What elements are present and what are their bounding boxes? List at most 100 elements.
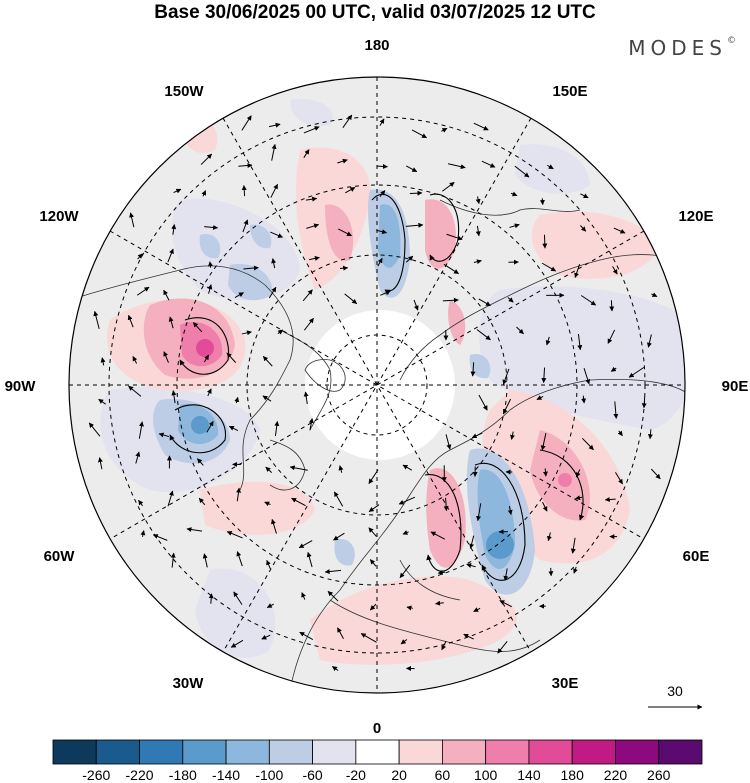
colorbar-tick-label: 20 (391, 767, 407, 783)
wind-vector (170, 552, 176, 568)
anomaly-core-neg (486, 531, 514, 559)
wind-vector (226, 531, 243, 539)
wind-vector (475, 225, 481, 237)
anomaly-area-neg (199, 234, 221, 259)
wind-vector (368, 504, 380, 513)
wind-vector (646, 334, 652, 348)
wind-vector (268, 286, 277, 299)
wind-vector (379, 118, 385, 126)
wind-vector (208, 593, 214, 604)
wind-vector (197, 458, 204, 466)
wind-vector (610, 366, 617, 372)
wind-vector (338, 228, 352, 237)
wind-vector (478, 298, 491, 307)
colorbar-tick-label: -180 (169, 767, 197, 783)
wind-vector (305, 196, 318, 202)
wind-vector (271, 518, 277, 534)
wind-vector (277, 329, 284, 335)
wind-vector (266, 603, 274, 609)
colorbar-swatch (139, 739, 184, 765)
wind-vector (306, 223, 320, 229)
wind-vector (368, 469, 379, 484)
wind-vector (299, 631, 314, 640)
wind-vector (262, 395, 272, 402)
meridian (109, 230, 645, 540)
wind-vector (376, 163, 388, 169)
wind-vector (469, 535, 475, 549)
wind-vector (612, 266, 618, 275)
wind-vector (510, 191, 518, 197)
wind-vector (291, 497, 306, 507)
anomaly-area-pos (325, 204, 354, 261)
coastlines (69, 199, 685, 691)
wind-vector (541, 262, 557, 272)
anomaly-area-neg (334, 539, 355, 566)
wind-vector (542, 501, 548, 512)
wind-vector (241, 115, 252, 131)
wind-vector (628, 366, 645, 378)
wind-vector (338, 465, 344, 473)
colorbar-tick-label: 220 (604, 767, 628, 783)
wind-vector (473, 259, 482, 265)
wind-vector (541, 367, 547, 384)
wind-vector (510, 431, 515, 440)
wind-vector (441, 640, 447, 651)
brand-logo: MODES© (628, 36, 736, 60)
wind-vector (399, 564, 411, 579)
colorbar-swatch (658, 739, 703, 765)
lon-label-90w: 90W (5, 378, 37, 395)
coastline (304, 359, 346, 392)
wind-vector (577, 333, 583, 351)
anomaly-core-neg (191, 416, 209, 434)
wind-vectors (88, 114, 661, 672)
map-disk (69, 77, 685, 693)
wind-vector (98, 398, 106, 405)
wind-vector (613, 401, 619, 419)
colorbar-swatch (355, 739, 400, 765)
wind-vector (192, 322, 203, 333)
colorbar-swatch (268, 739, 314, 765)
wind-vector (547, 164, 554, 170)
colorbar-swatch (571, 739, 616, 765)
wind-vector (398, 496, 416, 505)
wind-vector (234, 292, 244, 298)
anomaly-area-neg (378, 204, 401, 268)
wind-vector (306, 551, 313, 568)
contour-line (169, 404, 227, 454)
wind-vector (270, 231, 284, 238)
inner-white-region (305, 310, 455, 460)
wind-vector (574, 264, 581, 278)
wind-vector (171, 390, 177, 404)
colorbar-tick-label: -100 (255, 767, 283, 783)
wind-vector (570, 537, 576, 554)
wind-vector (437, 569, 446, 575)
colorbar-tick-label: -20 (346, 767, 366, 783)
wind-vector (132, 355, 138, 364)
coastline (329, 599, 541, 652)
wind-vector (302, 289, 313, 302)
graticule (69, 77, 685, 693)
map-border (68, 76, 686, 694)
wind-vector (167, 490, 174, 507)
wind-vector (502, 398, 512, 415)
colorbar-tick-label: 60 (435, 767, 451, 783)
wind-vector (514, 165, 530, 178)
wind-vector (443, 263, 459, 275)
wind-vector (546, 532, 552, 542)
wind-vector (303, 126, 320, 134)
wind-vector (430, 531, 446, 540)
wind-vector (583, 368, 591, 385)
colorbar-swatch (441, 739, 487, 765)
wind-vector (411, 129, 428, 139)
wind-vector (163, 351, 169, 363)
colorbar-swatch (182, 739, 227, 765)
wind-vector (466, 563, 476, 568)
colorbar-tick-label: -140 (212, 767, 240, 783)
wind-vector (470, 362, 476, 377)
wind-vector (298, 540, 313, 549)
coastline (399, 254, 685, 381)
wind-vector (406, 605, 413, 611)
wind-vector (331, 666, 339, 672)
wind-vector (509, 223, 520, 229)
lon-label-180: 180 (364, 37, 389, 54)
